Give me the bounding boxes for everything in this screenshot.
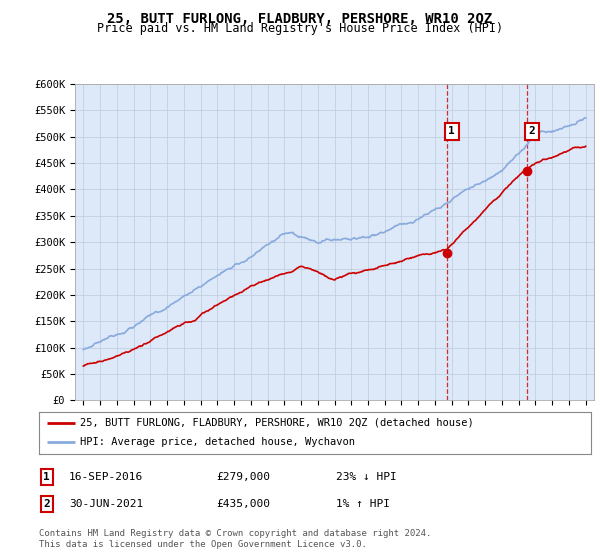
Text: 25, BUTT FURLONG, FLADBURY, PERSHORE, WR10 2QZ: 25, BUTT FURLONG, FLADBURY, PERSHORE, WR… [107, 12, 493, 26]
Text: HPI: Average price, detached house, Wychavon: HPI: Average price, detached house, Wych… [80, 437, 355, 447]
Text: 2: 2 [43, 499, 50, 509]
Text: 1% ↑ HPI: 1% ↑ HPI [336, 499, 390, 509]
Text: 25, BUTT FURLONG, FLADBURY, PERSHORE, WR10 2QZ (detached house): 25, BUTT FURLONG, FLADBURY, PERSHORE, WR… [80, 418, 474, 428]
Text: 23% ↓ HPI: 23% ↓ HPI [336, 472, 397, 482]
Text: 16-SEP-2016: 16-SEP-2016 [69, 472, 143, 482]
Text: 1: 1 [448, 127, 455, 137]
Text: 1: 1 [43, 472, 50, 482]
Text: £435,000: £435,000 [216, 499, 270, 509]
Text: 30-JUN-2021: 30-JUN-2021 [69, 499, 143, 509]
Text: 2: 2 [529, 127, 535, 137]
Text: £279,000: £279,000 [216, 472, 270, 482]
Text: Contains HM Land Registry data © Crown copyright and database right 2024.
This d: Contains HM Land Registry data © Crown c… [39, 529, 431, 549]
Text: Price paid vs. HM Land Registry's House Price Index (HPI): Price paid vs. HM Land Registry's House … [97, 22, 503, 35]
